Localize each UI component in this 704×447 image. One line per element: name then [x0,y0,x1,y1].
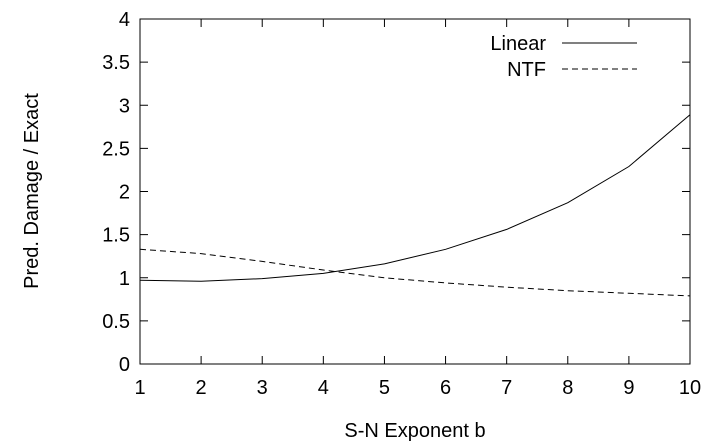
x-tick-label: 9 [623,377,634,399]
x-tick-label: 10 [679,377,701,399]
legend-label-linear: Linear [490,33,546,55]
series-lines [139,114,691,297]
y-tick-label: 4 [119,9,130,31]
x-tick-label: 3 [257,377,268,399]
x-tick-label: 2 [196,377,207,399]
y-axis-ticks: 0 0.5 1 1.5 2 2.5 3 3.5 4 [102,9,690,376]
y-tick-label: 2 [119,182,130,204]
x-tick-label: 5 [379,377,390,399]
x-axis-title: S-N Exponent b [344,420,485,442]
y-tick-label: 2.5 [102,138,130,160]
legend: Linear NTF [490,33,637,81]
x-tick-label: 7 [501,377,512,399]
x-tick-label: 1 [134,377,145,399]
y-tick-label: 3 [119,95,130,117]
y-tick-label: 1 [119,268,130,290]
x-axis-ticks: 1 2 3 4 5 6 7 8 9 10 [134,19,701,399]
y-tick-label: 3.5 [102,52,130,74]
series-line-ntf [139,248,691,297]
y-tick-label: 0.5 [102,311,130,333]
y-tick-label: 1.5 [102,225,130,247]
series-line-linear [139,114,691,282]
x-tick-label: 6 [440,377,451,399]
y-axis-title: Pred. Damage / Exact [21,93,43,289]
x-tick-label: 8 [562,377,573,399]
y-tick-label: 0 [119,354,130,376]
plot-frame [139,18,691,365]
x-tick-label: 4 [318,377,329,399]
legend-label-ntf: NTF [507,59,546,81]
